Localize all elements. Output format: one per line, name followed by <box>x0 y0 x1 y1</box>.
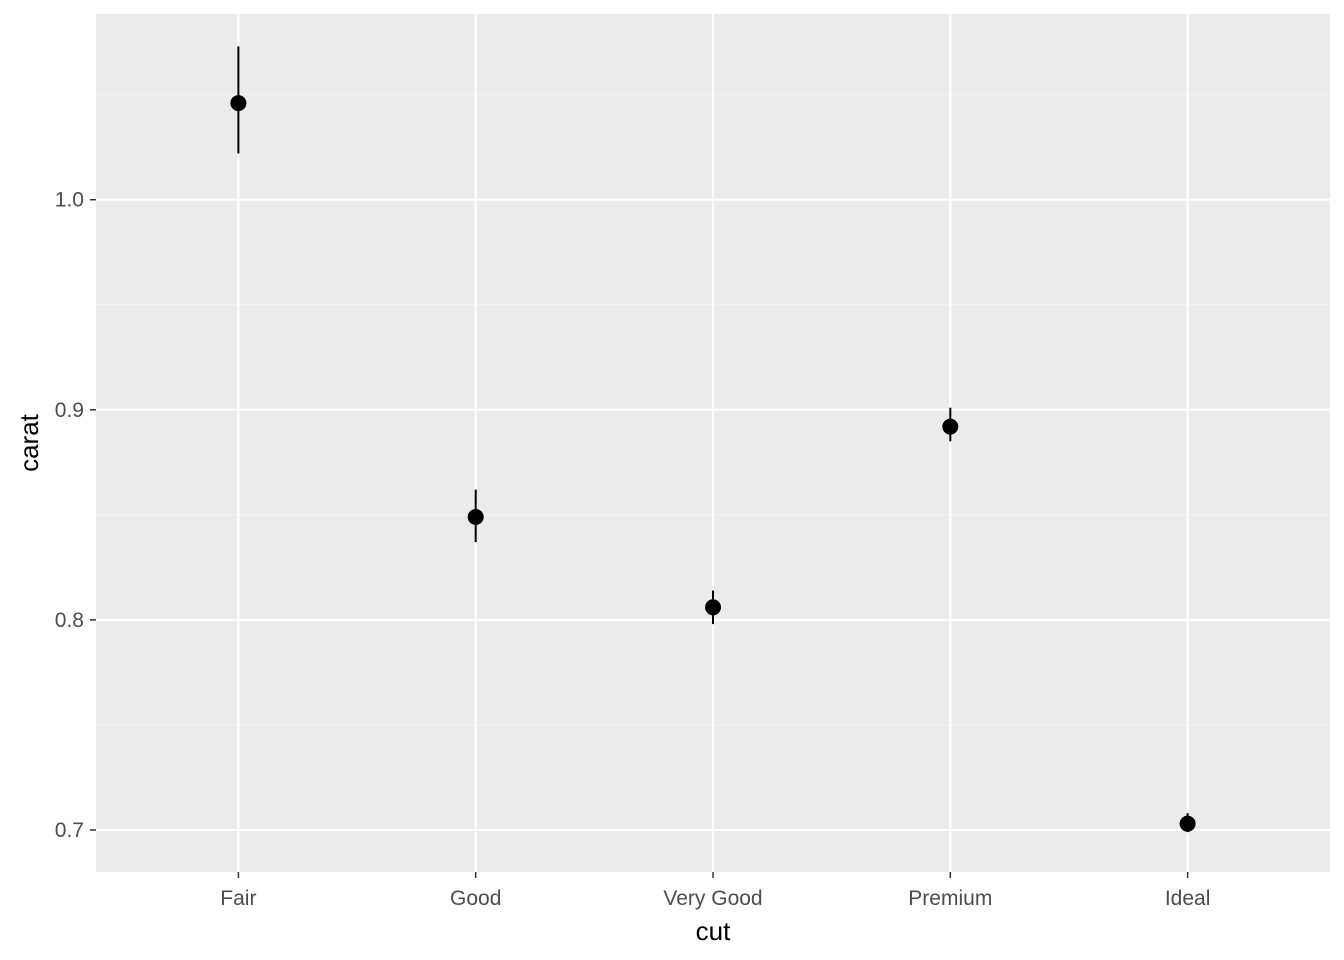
x-tick-label: Ideal <box>1165 887 1211 910</box>
y-axis: 0.7 0.8 0.9 1.0 <box>55 189 96 842</box>
x-axis-title: cut <box>696 916 731 946</box>
y-tick-label: 0.8 <box>55 609 84 632</box>
x-tick-label: Fair <box>220 887 256 910</box>
x-tick-label: Good <box>450 887 501 910</box>
data-point <box>1179 815 1196 832</box>
x-tick-label: Premium <box>908 887 992 910</box>
data-point <box>467 508 484 525</box>
data-point <box>230 95 247 112</box>
x-tick-label: Very Good <box>663 887 762 910</box>
y-axis-title: carat <box>14 413 44 472</box>
data-point <box>942 418 959 435</box>
data-point <box>705 599 721 616</box>
data-marks <box>230 46 1196 833</box>
y-tick-label: 1.0 <box>55 189 84 212</box>
x-axis: Fair Good Very Good Premium Ideal <box>220 872 1210 910</box>
y-tick-label: 0.9 <box>55 399 84 422</box>
y-tick-label: 0.7 <box>55 819 84 842</box>
